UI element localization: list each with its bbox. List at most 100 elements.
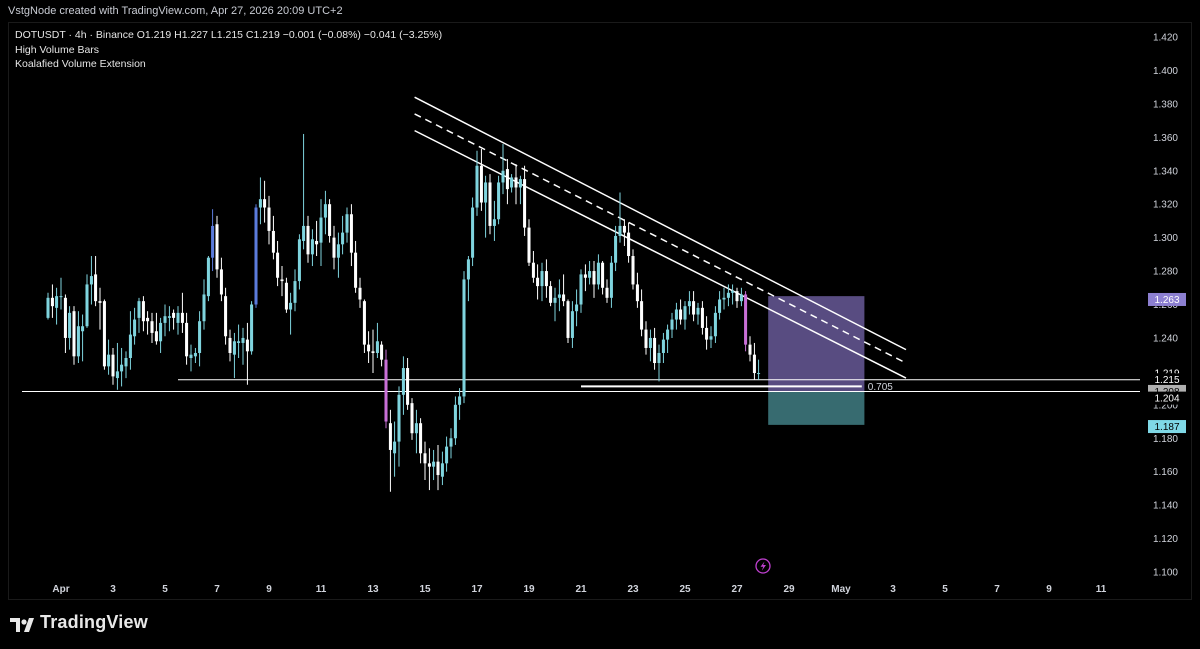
- price-tick-label: 1.420: [1153, 33, 1178, 44]
- candle-body: [687, 301, 691, 307]
- candle-body: [332, 237, 336, 258]
- date-tick-label: 23: [627, 584, 639, 595]
- candle-body: [94, 274, 98, 302]
- candle-body: [462, 279, 466, 397]
- candle-body: [718, 299, 722, 313]
- candle-body: [635, 284, 639, 302]
- candle-body: [410, 403, 414, 434]
- candle-body: [666, 329, 670, 340]
- price-badge-label: 1.187: [1154, 422, 1179, 433]
- candle-body: [453, 404, 457, 439]
- candle-body: [185, 322, 189, 357]
- candle-body: [679, 309, 683, 320]
- candle-body: [661, 339, 665, 353]
- candle-body: [566, 301, 570, 338]
- candle-body: [752, 354, 756, 374]
- candle-body: [748, 344, 752, 355]
- candle-body: [562, 294, 566, 302]
- candle-body: [358, 287, 362, 300]
- candle-body: [583, 274, 587, 278]
- position-zones: [768, 296, 865, 425]
- candle-body: [601, 262, 605, 288]
- candle-body: [167, 316, 171, 318]
- price-tick-label: 1.320: [1153, 200, 1178, 211]
- candle-body: [159, 322, 163, 342]
- symbol-legend[interactable]: DOTUSDT · 4h · Binance O1.219 H1.227 L1.…: [15, 29, 443, 41]
- candle-body: [501, 170, 505, 183]
- drawing-lines: [22, 96, 1140, 392]
- tradingview-logo-text[interactable]: TradingView: [40, 612, 148, 632]
- date-tick-label: 29: [783, 584, 795, 595]
- candle-body: [55, 296, 59, 308]
- tradingview-logo-icon[interactable]: [10, 614, 38, 636]
- price-chart[interactable]: 1.1001.1201.1401.1601.1801.2001.2201.240…: [0, 0, 1200, 600]
- candle-body: [397, 394, 401, 442]
- candle-body: [575, 304, 579, 312]
- date-tick-label: 9: [266, 584, 272, 595]
- candle-body: [293, 281, 297, 303]
- candle-body: [757, 373, 761, 375]
- candle-body: [531, 262, 535, 278]
- date-tick-label: 25: [679, 584, 691, 595]
- price-badge: [1148, 420, 1186, 434]
- candle-body: [557, 294, 561, 298]
- candle-body: [50, 297, 54, 307]
- candle-body: [154, 331, 158, 342]
- price-tick-label: 1.140: [1153, 501, 1178, 512]
- date-tick-label: 27: [731, 584, 743, 595]
- lightning-icon[interactable]: [755, 558, 771, 574]
- price-tick-label: 1.380: [1153, 99, 1178, 110]
- candle-body: [102, 301, 106, 367]
- time-axis[interactable]: Apr 3 5 7 9 11 13 15 17 19 21 23 25 27 29 May 3 5 7 9 11: [52, 584, 1106, 595]
- candle-body: [232, 341, 236, 355]
- candle-body: [219, 269, 223, 295]
- candle-body: [614, 235, 618, 263]
- candle-body: [722, 297, 726, 300]
- candle-body: [609, 262, 613, 298]
- candle-body: [280, 279, 284, 282]
- candle-body: [592, 271, 596, 285]
- candle-body: [302, 225, 306, 241]
- candle-body: [510, 177, 514, 188]
- date-tick-label: 21: [575, 584, 587, 595]
- event-marker[interactable]: [755, 558, 771, 574]
- candle-body: [739, 294, 743, 302]
- price-tick-label: 1.340: [1153, 166, 1178, 177]
- indicator-legend-volume-extension[interactable]: Koalafied Volume Extension: [15, 58, 146, 70]
- attribution-bar: VstgNode created with TradingView.com, A…: [0, 0, 1200, 22]
- candle-body: [306, 225, 310, 255]
- candle-body: [588, 271, 592, 278]
- candle-body: [250, 304, 254, 352]
- candle-body: [371, 351, 375, 353]
- candle-body: [341, 232, 345, 245]
- candle-body: [202, 294, 206, 322]
- candle-body: [471, 207, 475, 258]
- candle-body: [310, 239, 314, 255]
- candle-body: [436, 461, 440, 476]
- candle-body: [514, 177, 518, 188]
- date-tick-label: 15: [419, 584, 431, 595]
- candle-body: [172, 312, 176, 318]
- date-tick-label: 19: [523, 584, 535, 595]
- candle-body: [657, 352, 661, 364]
- candle-body: [518, 179, 522, 188]
- candle-body: [713, 312, 717, 337]
- candle-body: [336, 244, 340, 258]
- candle-body: [284, 282, 288, 310]
- candle-body: [258, 199, 262, 208]
- indicator-legend-high-volume[interactable]: High Volume Bars: [15, 44, 100, 56]
- date-tick-label: 7: [994, 584, 1000, 595]
- candle-body: [700, 307, 704, 328]
- candle-body: [414, 423, 418, 434]
- candle-body: [505, 169, 509, 190]
- candle-body: [276, 252, 280, 278]
- candle-body: [180, 312, 184, 323]
- candle-body: [367, 344, 371, 352]
- candle-body: [618, 225, 622, 236]
- channel-line: [414, 96, 907, 351]
- candle-body: [627, 232, 631, 257]
- candle-body: [670, 319, 674, 330]
- candle-body: [709, 336, 713, 340]
- price-badge-label: 1.263: [1154, 295, 1179, 306]
